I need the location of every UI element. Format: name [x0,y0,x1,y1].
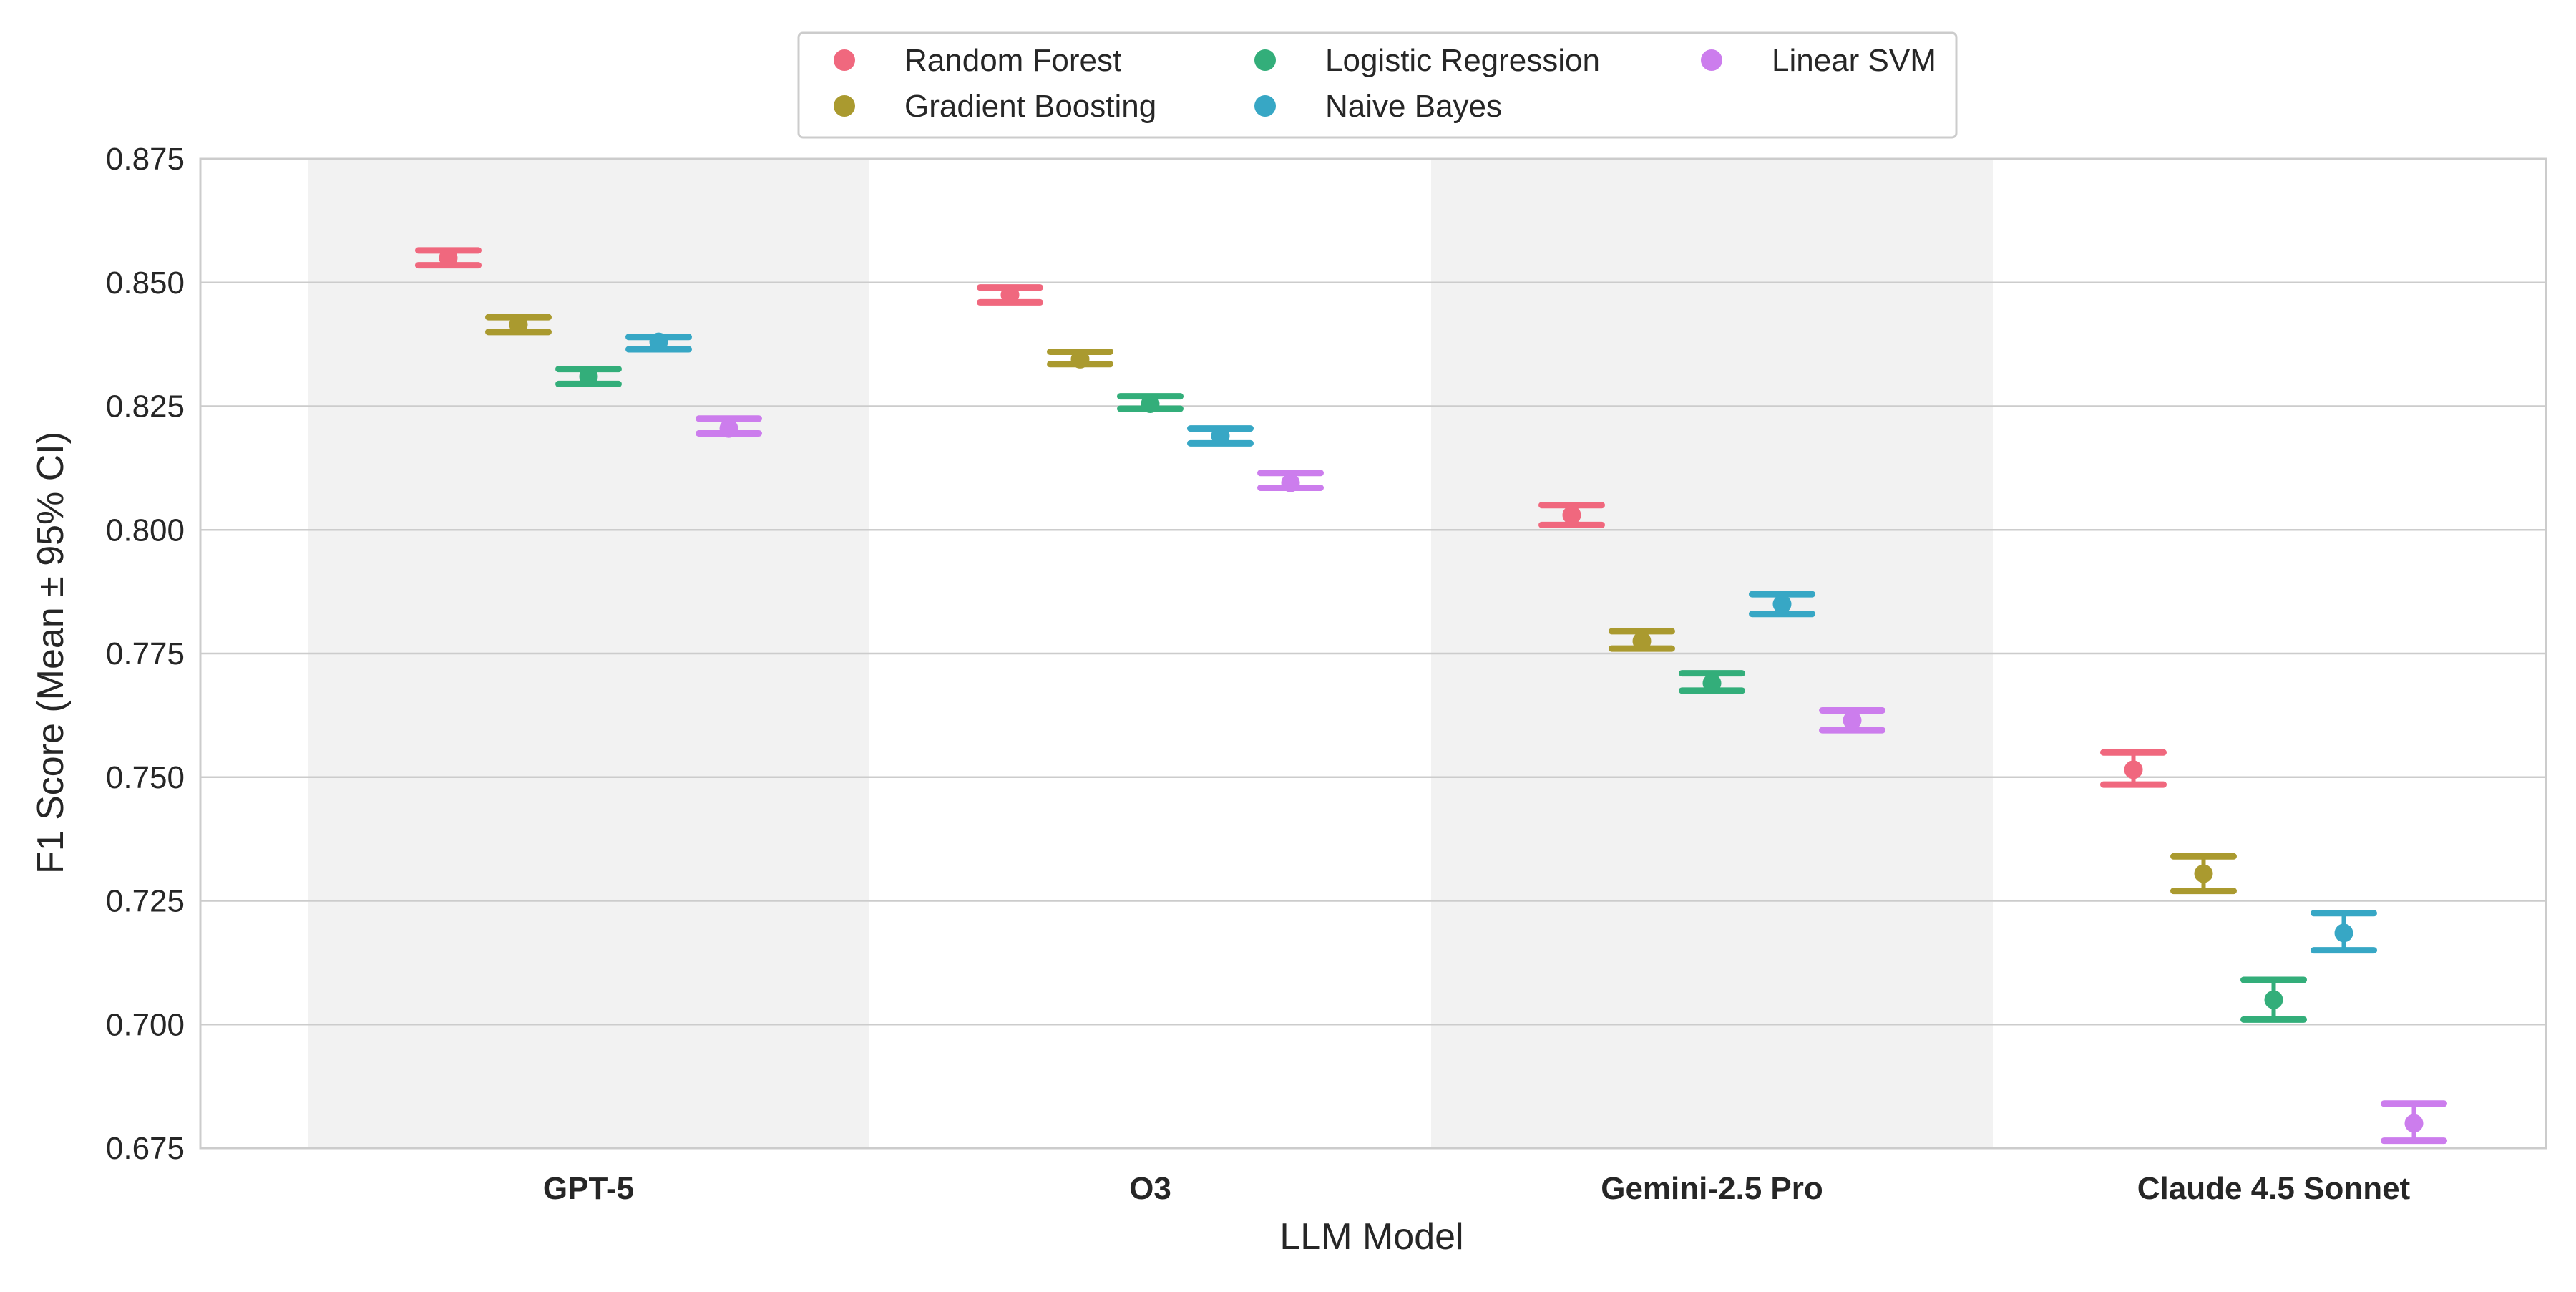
data-point [1070,349,1090,369]
data-point [1843,711,1862,730]
legend-item: Gradient Boosting [834,89,1156,124]
error-bar-group [555,366,622,387]
plot-frame [199,157,2547,1150]
y-tick-labels: 0.675 0.700 0.725 0.750 0.775 0.800 0.825 0.850… [106,142,185,1166]
error-bar-group [485,314,552,336]
data-point [1632,631,1652,651]
error-bar-group [2311,910,2377,954]
data-point [1281,473,1300,492]
error-bar-group [1117,393,1184,414]
error-bar-group [1187,425,1254,447]
legend-item: Linear SVM [1701,43,1936,78]
y-tick-label: 0.800 [106,513,185,548]
plot-border [199,157,2547,1150]
y-tick-label: 0.675 [106,1131,185,1166]
error-bar-group [1257,470,1324,492]
legend-marker [1701,49,1722,71]
x-axis-title: LLM Model [1279,1216,1463,1258]
data-point [1562,505,1581,525]
error-bar-group [2381,1100,2447,1145]
y-tick-label: 0.875 [106,142,185,177]
data-point [2404,1114,2424,1133]
error-bar-group [1047,348,1113,369]
error-bar-group [1679,670,1745,694]
legend-marker [834,95,855,117]
x-tick-label: Claude 4.5 Sonnet [2137,1171,2411,1206]
legend: Random Forest Gradient Boosting Logistic R… [797,31,1958,139]
y-tick-label: 0.850 [106,266,185,301]
data-point [1772,594,1792,613]
legend-label: Gradient Boosting [904,89,1156,124]
x-tick-label: O3 [1129,1171,1171,1206]
y-tick-label: 0.825 [106,389,185,424]
legend-label: Random Forest [904,43,1121,78]
data-point [509,315,528,334]
data-point [2124,760,2143,779]
legend-item: Random Forest [834,43,1121,78]
error-bar-group [1749,591,1815,618]
data-point [1000,286,1020,305]
data-point [1702,674,1722,693]
y-tick-label: 0.700 [106,1007,185,1042]
data-point [2194,864,2213,883]
y-axis-title: F1 Score (Mean ± 95% CI) [30,432,72,874]
x-tick-label: GPT-5 [543,1171,634,1206]
data-point [1211,426,1230,445]
legend-marker [1254,95,1276,117]
error-bar-group [1609,628,1675,652]
error-bar-group [2240,976,2307,1023]
data-point [1141,394,1160,414]
legend-item: Naive Bayes [1254,89,1502,124]
error-bar-group [415,247,482,269]
gridlines [200,281,2546,1026]
y-tick-label: 0.725 [106,884,185,919]
y-tick-label: 0.775 [106,636,185,671]
data-point [649,332,668,351]
data-marks [415,247,2447,1145]
legend-label: Linear SVM [1772,43,1936,78]
error-bar-group [1819,706,1885,734]
legend-box [797,31,1958,139]
error-bar-group [2170,853,2237,895]
error-bar-group [625,332,692,353]
error-bar-group [2100,749,2167,788]
data-point [439,248,458,268]
data-point [2334,923,2353,943]
error-bar-group [1538,502,1605,528]
error-bar-group [977,284,1043,306]
x-tick-labels: GPT-5 O3 Gemini-2.5 Pro Claude 4.5 Sonnet [543,1171,2411,1206]
x-tick-label: Gemini-2.5 Pro [1601,1171,1823,1206]
error-bar-group [696,415,762,438]
legend-label: Naive Bayes [1325,89,1502,124]
data-point [579,367,598,387]
legend-label: Logistic Regression [1325,43,1600,78]
data-point [2264,990,2283,1009]
y-tick-label: 0.750 [106,760,185,795]
legend-marker [834,49,855,71]
legend-marker [1254,49,1276,71]
data-point [719,419,738,438]
legend-item: Logistic Regression [1254,43,1600,78]
